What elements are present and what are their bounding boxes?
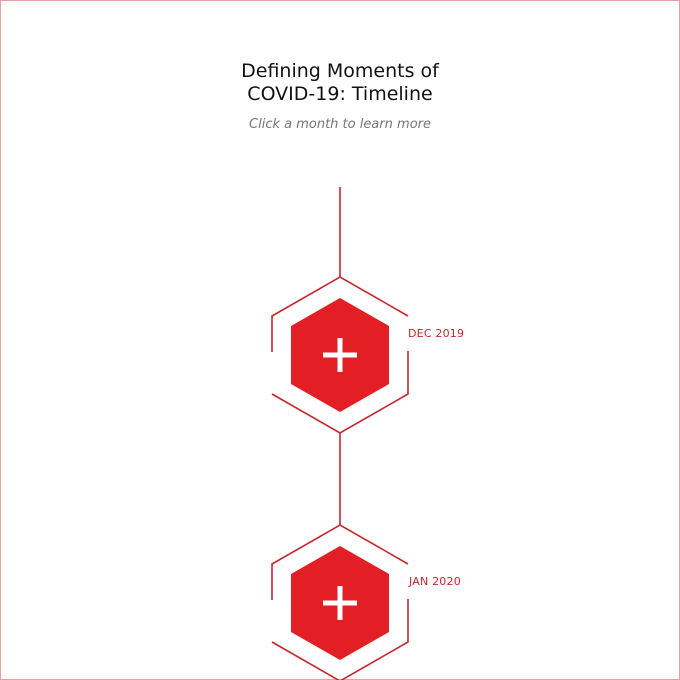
page-title: Defining Moments of COVID-19: Timeline xyxy=(0,60,680,106)
month-label-jan-2020[interactable]: JAN 2020 xyxy=(409,575,461,588)
page-subtitle: Click a month to learn more xyxy=(249,117,431,132)
plus-icon xyxy=(323,586,357,620)
title-line-2: COVID-19: Timeline xyxy=(247,83,433,105)
hexagon-outline xyxy=(271,524,409,680)
month-label-dec-2019[interactable]: DEC 2019 xyxy=(408,327,465,340)
timeline-node-jan-2020[interactable] xyxy=(271,524,409,680)
timeline-node-dec-2019[interactable] xyxy=(271,276,409,434)
plus-icon xyxy=(323,338,357,372)
title-line-1: Defining Moments of xyxy=(241,60,439,82)
hexagon-outline xyxy=(271,276,409,434)
